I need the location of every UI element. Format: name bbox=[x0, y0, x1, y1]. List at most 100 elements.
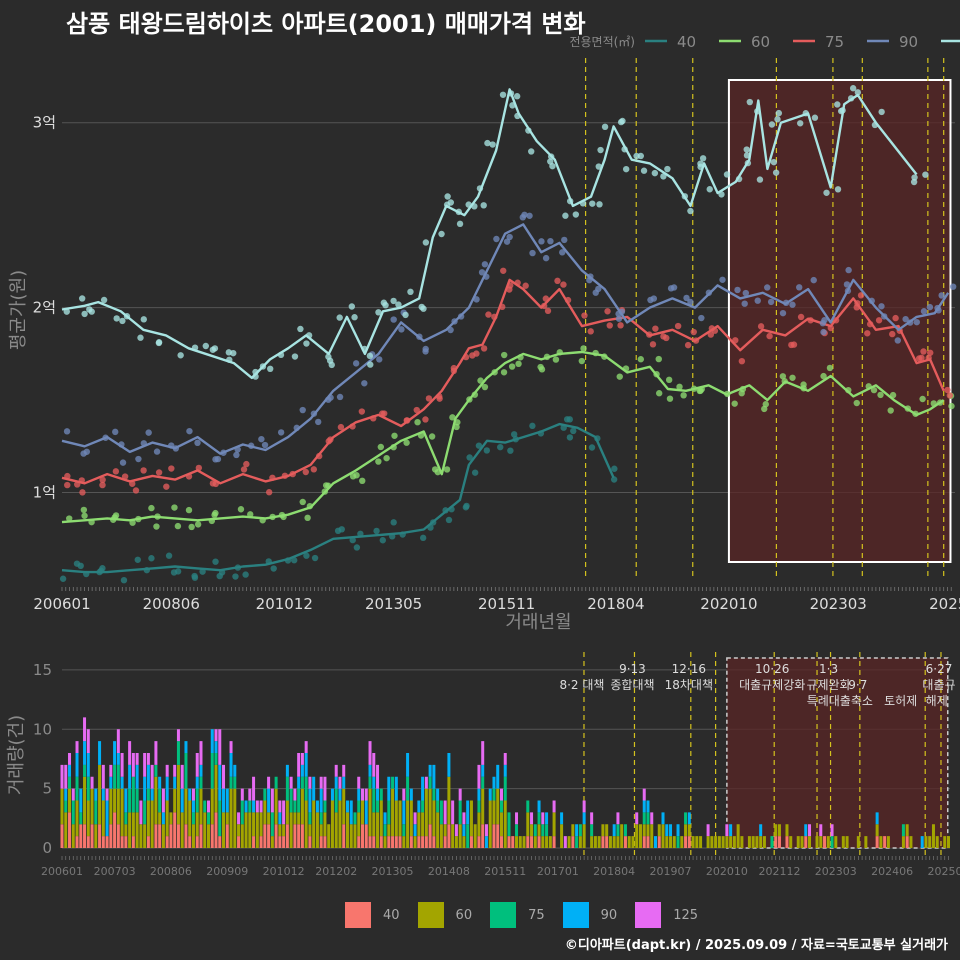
volume-bar-60 bbox=[120, 788, 124, 837]
volume-bar-75 bbox=[113, 764, 117, 789]
volume-bar-40 bbox=[146, 836, 150, 848]
price-point-60 bbox=[80, 506, 88, 514]
price-point-125 bbox=[697, 160, 704, 167]
volume-bar-60 bbox=[729, 836, 733, 848]
price-point-75 bbox=[892, 314, 899, 322]
price-point-75 bbox=[155, 469, 163, 476]
volume-bar-60 bbox=[597, 836, 601, 848]
volume-bar-125 bbox=[424, 776, 428, 789]
volume-bar-60 bbox=[60, 788, 64, 825]
volume-bar-60 bbox=[834, 836, 838, 848]
volume-bar-40 bbox=[537, 836, 541, 848]
event-annotation: 18차대책 bbox=[665, 677, 713, 692]
volume-bar-60 bbox=[819, 836, 823, 848]
price-point-125 bbox=[484, 139, 491, 147]
volume-bar-90 bbox=[120, 776, 124, 789]
price-point-60 bbox=[552, 356, 560, 363]
volume-bar-60 bbox=[515, 836, 519, 848]
volume-bar-90 bbox=[229, 753, 233, 777]
volume-bar-125 bbox=[75, 741, 79, 753]
volume-x-tick-label: 202112 bbox=[758, 865, 800, 878]
volume-bar-40 bbox=[469, 836, 473, 848]
price-point-90 bbox=[233, 451, 240, 459]
volume-bar-90 bbox=[665, 824, 669, 837]
volume-bar-60 bbox=[695, 836, 699, 848]
price-point-125 bbox=[422, 239, 430, 246]
price-point-90 bbox=[529, 249, 536, 257]
volume-bar-75 bbox=[289, 788, 293, 813]
volume-bar-60 bbox=[879, 836, 883, 848]
volume-bar-125 bbox=[372, 753, 376, 777]
volume-bar-60 bbox=[357, 812, 361, 837]
volume-bar-60 bbox=[931, 824, 935, 848]
price-point-75 bbox=[857, 292, 865, 299]
volume-bar-90 bbox=[218, 764, 222, 801]
volume-bar-40 bbox=[101, 836, 105, 848]
price-point-60 bbox=[428, 433, 436, 440]
volume-bar-60 bbox=[75, 800, 79, 837]
volume-bar-60 bbox=[946, 836, 950, 848]
volume-bar-60 bbox=[590, 836, 594, 848]
volume-bar-60 bbox=[255, 812, 259, 848]
volume-bar-75 bbox=[86, 776, 90, 801]
price-point-75 bbox=[79, 489, 86, 496]
volume-bar-90 bbox=[315, 800, 319, 813]
volume-bar-60 bbox=[406, 800, 410, 848]
price-point-125 bbox=[230, 349, 237, 357]
volume-bar-60 bbox=[684, 824, 688, 837]
volume-bar-90 bbox=[75, 753, 79, 777]
volume-bar-75 bbox=[297, 788, 301, 813]
volume-bar-40 bbox=[496, 824, 500, 848]
volume-bar-125 bbox=[195, 753, 199, 777]
volume-bar-90 bbox=[462, 824, 466, 837]
volume-bar-60 bbox=[146, 800, 150, 837]
volume-bar-60 bbox=[83, 776, 87, 825]
volume-bar-40 bbox=[507, 836, 511, 848]
volume-bar-125 bbox=[267, 776, 271, 789]
volume-bar-40 bbox=[199, 824, 203, 848]
volume-bar-60 bbox=[361, 800, 365, 825]
volume-bar-90 bbox=[199, 764, 203, 777]
volume-bar-75 bbox=[353, 812, 357, 825]
volume-bar-75 bbox=[206, 812, 210, 825]
volume-bar-90 bbox=[372, 776, 376, 789]
volume-bar-60 bbox=[436, 812, 440, 848]
price-point-40 bbox=[170, 569, 178, 576]
volume-bar-125 bbox=[248, 788, 252, 801]
volume-bar-125 bbox=[289, 776, 293, 789]
event-annotation: 특례대출축소 bbox=[807, 694, 873, 708]
volume-bar-60 bbox=[762, 836, 766, 848]
price-point-40 bbox=[471, 469, 479, 476]
volume-bar-60 bbox=[571, 824, 575, 837]
volume-bar-60 bbox=[391, 788, 395, 837]
price-point-75 bbox=[649, 341, 657, 348]
price-point-90 bbox=[719, 276, 726, 283]
price-point-125 bbox=[547, 158, 554, 165]
price-point-125 bbox=[480, 202, 487, 209]
volume-bar-60 bbox=[473, 824, 477, 848]
legend-label-60: 60 bbox=[751, 33, 770, 51]
volume-bar-60 bbox=[353, 824, 357, 848]
price-point-75 bbox=[381, 410, 388, 417]
price-point-90 bbox=[742, 289, 750, 297]
price-point-75 bbox=[544, 307, 552, 315]
event-annotation: 해제 bbox=[926, 694, 948, 708]
price-point-90 bbox=[767, 298, 775, 306]
volume-bar-40 bbox=[165, 836, 169, 848]
price-point-125 bbox=[528, 148, 535, 155]
volume-bar-60 bbox=[935, 836, 939, 848]
volume-bar-60 bbox=[191, 824, 195, 848]
volume-bar-60 bbox=[349, 824, 353, 848]
volume-bar-60 bbox=[909, 836, 913, 848]
volume-bar-60 bbox=[669, 836, 673, 848]
volume-bar-60 bbox=[330, 800, 334, 848]
volume-bar-125 bbox=[499, 788, 503, 801]
price-point-90 bbox=[422, 345, 429, 353]
price-point-60 bbox=[655, 390, 663, 397]
price-point-60 bbox=[637, 356, 645, 363]
volume-bar-60 bbox=[222, 812, 226, 848]
volume-bar-90 bbox=[875, 812, 879, 825]
volume-bar-90 bbox=[304, 753, 308, 777]
price-point-90 bbox=[845, 266, 852, 274]
